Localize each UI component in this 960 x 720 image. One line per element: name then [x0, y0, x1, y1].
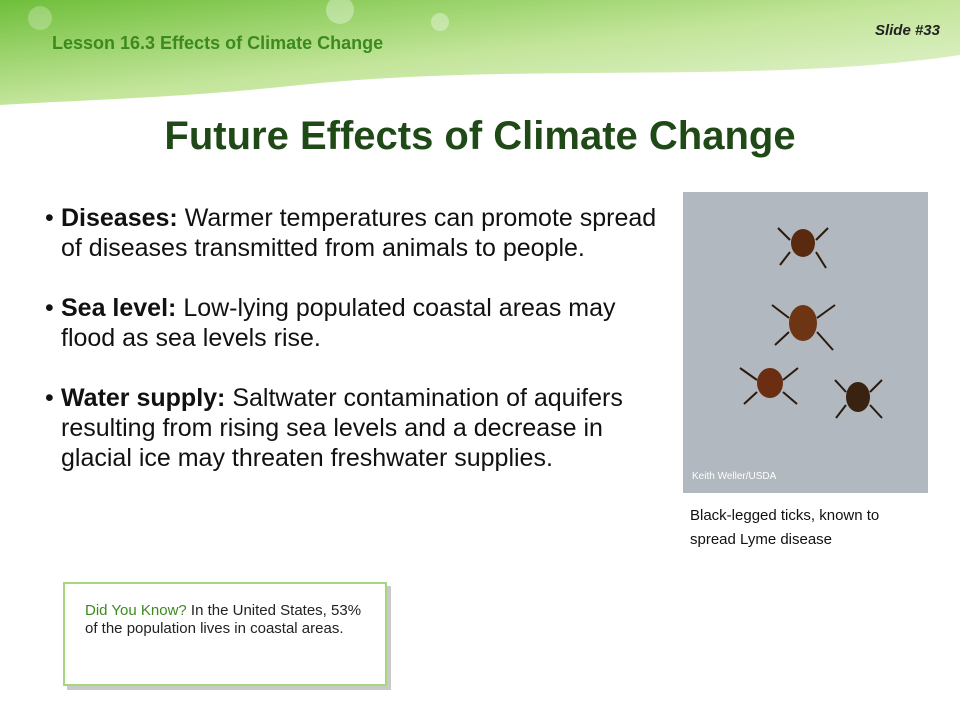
droplet [326, 0, 354, 24]
bullet-text: Low-lying populated coastal areas may fl… [61, 294, 616, 352]
bullet-label: Diseases: [61, 204, 178, 232]
bullet: Sea level: Low-lying populated coastal a… [45, 293, 665, 353]
bullet-label: Sea level: [61, 294, 177, 322]
bullet: Water supply: Saltwater contamination of… [45, 383, 665, 473]
slide-title: Future Effects of Climate Change [164, 114, 796, 158]
bullet-text: Saltwater contamination of aquifers resu… [61, 384, 623, 472]
image-caption: Black-legged ticks, known to spread Lyme… [690, 507, 880, 548]
photo-credit: Keith Weller/USDA [692, 471, 777, 482]
lesson-title: Lesson 16.3 Effects of Climate Change [52, 33, 384, 53]
header-band [0, 0, 960, 105]
droplet [28, 6, 52, 30]
bullet-label: Water supply: [61, 384, 226, 412]
callout-box: Did You Know? In the United States, 53% … [63, 582, 387, 686]
bullet-text: Warmer temperatures can promote spread o… [61, 204, 657, 262]
photo: Keith Weller/USDA [683, 192, 928, 493]
bullet-list: Diseases: Warmer temperatures can promot… [45, 203, 665, 503]
callout-text: Did You Know? In the United States, 53% … [85, 602, 365, 638]
callout-body: In the United States, 53% of the populat… [85, 602, 362, 637]
slide-number: Slide #33 [874, 22, 940, 39]
droplet [431, 13, 449, 31]
bullet: Diseases: Warmer temperatures can promot… [45, 203, 665, 263]
callout-label: Did You Know? [85, 602, 187, 619]
